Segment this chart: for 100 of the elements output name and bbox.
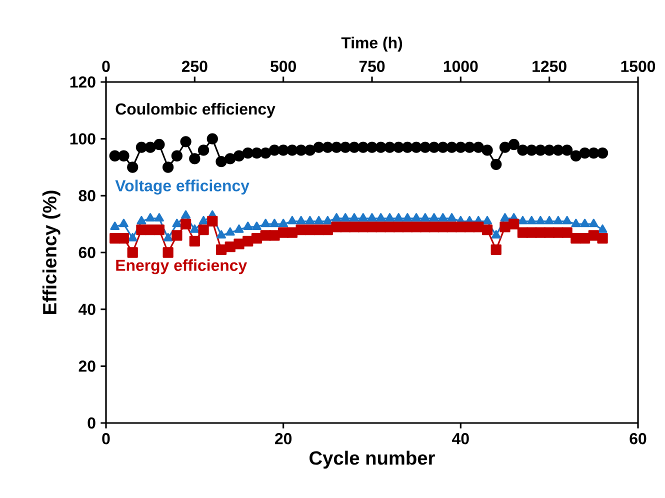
point	[350, 213, 359, 222]
point	[580, 218, 590, 228]
point	[180, 136, 192, 148]
point	[189, 153, 200, 164]
point	[198, 216, 208, 224]
point	[128, 232, 138, 242]
point	[146, 213, 156, 222]
point	[562, 216, 572, 224]
point	[544, 216, 554, 224]
point	[172, 230, 182, 241]
point	[402, 213, 412, 222]
point	[224, 153, 236, 164]
point	[438, 213, 448, 222]
y-tick-label: 20	[78, 360, 96, 372]
point	[225, 227, 235, 236]
point	[154, 224, 165, 236]
point	[340, 142, 351, 153]
point	[278, 144, 289, 156]
point	[198, 224, 209, 236]
point	[287, 216, 297, 224]
point	[154, 213, 164, 222]
point	[286, 144, 298, 156]
point	[544, 144, 555, 156]
point	[534, 144, 546, 156]
point	[464, 142, 476, 153]
point	[561, 144, 573, 156]
point	[552, 144, 564, 156]
point	[234, 238, 244, 250]
point	[597, 232, 608, 244]
point	[314, 216, 324, 224]
point	[136, 142, 148, 153]
point	[428, 142, 440, 153]
x-axis-title: Cycle number	[310, 450, 435, 469]
x-tick-label: 40	[452, 433, 469, 444]
point	[216, 244, 227, 255]
point	[206, 133, 218, 144]
point	[536, 216, 546, 224]
point	[393, 142, 404, 153]
point	[162, 247, 174, 258]
point	[402, 142, 414, 153]
point	[171, 150, 183, 162]
point	[376, 213, 386, 222]
point	[190, 224, 200, 233]
point	[420, 142, 431, 153]
point	[163, 232, 173, 242]
point	[562, 227, 572, 238]
point	[375, 142, 386, 153]
point	[268, 144, 280, 156]
y-tick-label: 120	[70, 76, 96, 88]
point	[588, 230, 599, 241]
point	[491, 230, 501, 239]
x2-tick-label: 1000	[444, 60, 478, 72]
x2-tick-label: 500	[270, 60, 296, 72]
point	[322, 216, 332, 224]
point	[332, 213, 342, 222]
point	[394, 213, 404, 222]
point	[482, 144, 493, 156]
point	[154, 138, 165, 150]
point	[447, 213, 457, 222]
x-tick-label: 60	[630, 433, 646, 444]
point	[385, 213, 394, 222]
point	[207, 216, 218, 227]
x2-tick-label: 1250	[532, 60, 566, 72]
point	[588, 218, 598, 228]
point	[172, 218, 182, 228]
point	[437, 142, 449, 153]
point	[189, 236, 200, 246]
point	[499, 142, 511, 153]
point	[490, 158, 502, 170]
point	[579, 147, 590, 159]
y-tick-label: 40	[78, 304, 96, 315]
point	[508, 218, 520, 230]
series-label: Coulombic efficiency	[116, 102, 276, 118]
x2-axis-title: Time (h)	[341, 36, 402, 52]
point	[216, 230, 226, 239]
point	[570, 150, 582, 162]
point	[472, 142, 484, 153]
point	[305, 216, 315, 224]
point	[571, 218, 581, 228]
point	[446, 142, 458, 153]
point	[260, 218, 270, 228]
y-tick-label: 60	[78, 246, 96, 258]
series-label: Energy efficiency	[116, 259, 248, 274]
point	[313, 142, 324, 153]
point	[109, 150, 120, 162]
point	[119, 218, 128, 228]
point	[358, 213, 368, 222]
point	[348, 142, 360, 153]
point	[144, 142, 156, 153]
point	[118, 150, 130, 162]
x2-tick-label: 0	[102, 60, 110, 72]
point	[127, 247, 138, 258]
point	[508, 138, 520, 150]
point	[410, 142, 422, 153]
point	[118, 232, 130, 244]
point	[500, 213, 510, 222]
y-tick-label: 80	[78, 190, 96, 202]
point	[295, 144, 307, 156]
series-label: Voltage efficiency	[115, 180, 250, 195]
point	[412, 213, 422, 222]
